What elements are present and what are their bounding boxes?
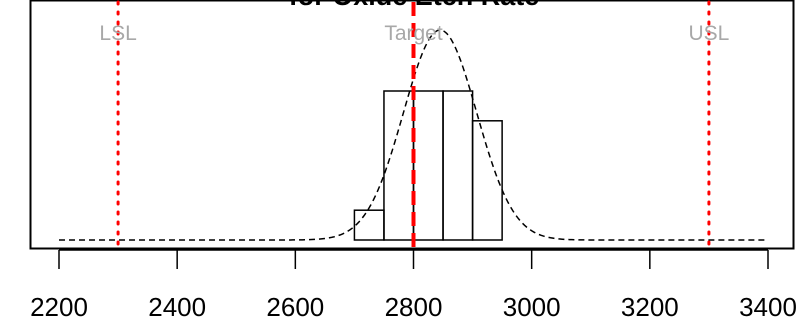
x-tick-label-3200: 3200 [621, 292, 679, 322]
plot-frame [29, 0, 795, 250]
x-tick-label-2400: 2400 [148, 292, 206, 322]
spec-label-usl: USL [688, 22, 729, 45]
x-tick-label-2600: 2600 [266, 292, 324, 322]
spec-label-lsl: LSL [99, 22, 136, 45]
histogram-bar-3 [412, 90, 444, 241]
spec-lines [116, 0, 711, 249]
normal-curve-layer [59, 29, 768, 241]
x-tick-label-3400: 3400 [739, 292, 797, 322]
x-axis: 2200 2400 2600 2800 3000 3200 3400 [30, 249, 797, 322]
x-tick-label-2800: 2800 [385, 292, 443, 322]
histogram-bar-2 [383, 90, 415, 241]
x-tick-label-2200: 2200 [30, 292, 88, 322]
histogram-bars [353, 90, 503, 241]
histogram-bar-1 [353, 209, 385, 241]
spec-labels: LSL Target USL [99, 22, 729, 45]
histogram-bar-5 [471, 120, 503, 241]
histogram-bar-4 [442, 90, 474, 241]
normal-density-curve [59, 29, 768, 241]
x-tick-label-3000: 3000 [503, 292, 561, 322]
spec-label-target: Target [384, 22, 443, 45]
